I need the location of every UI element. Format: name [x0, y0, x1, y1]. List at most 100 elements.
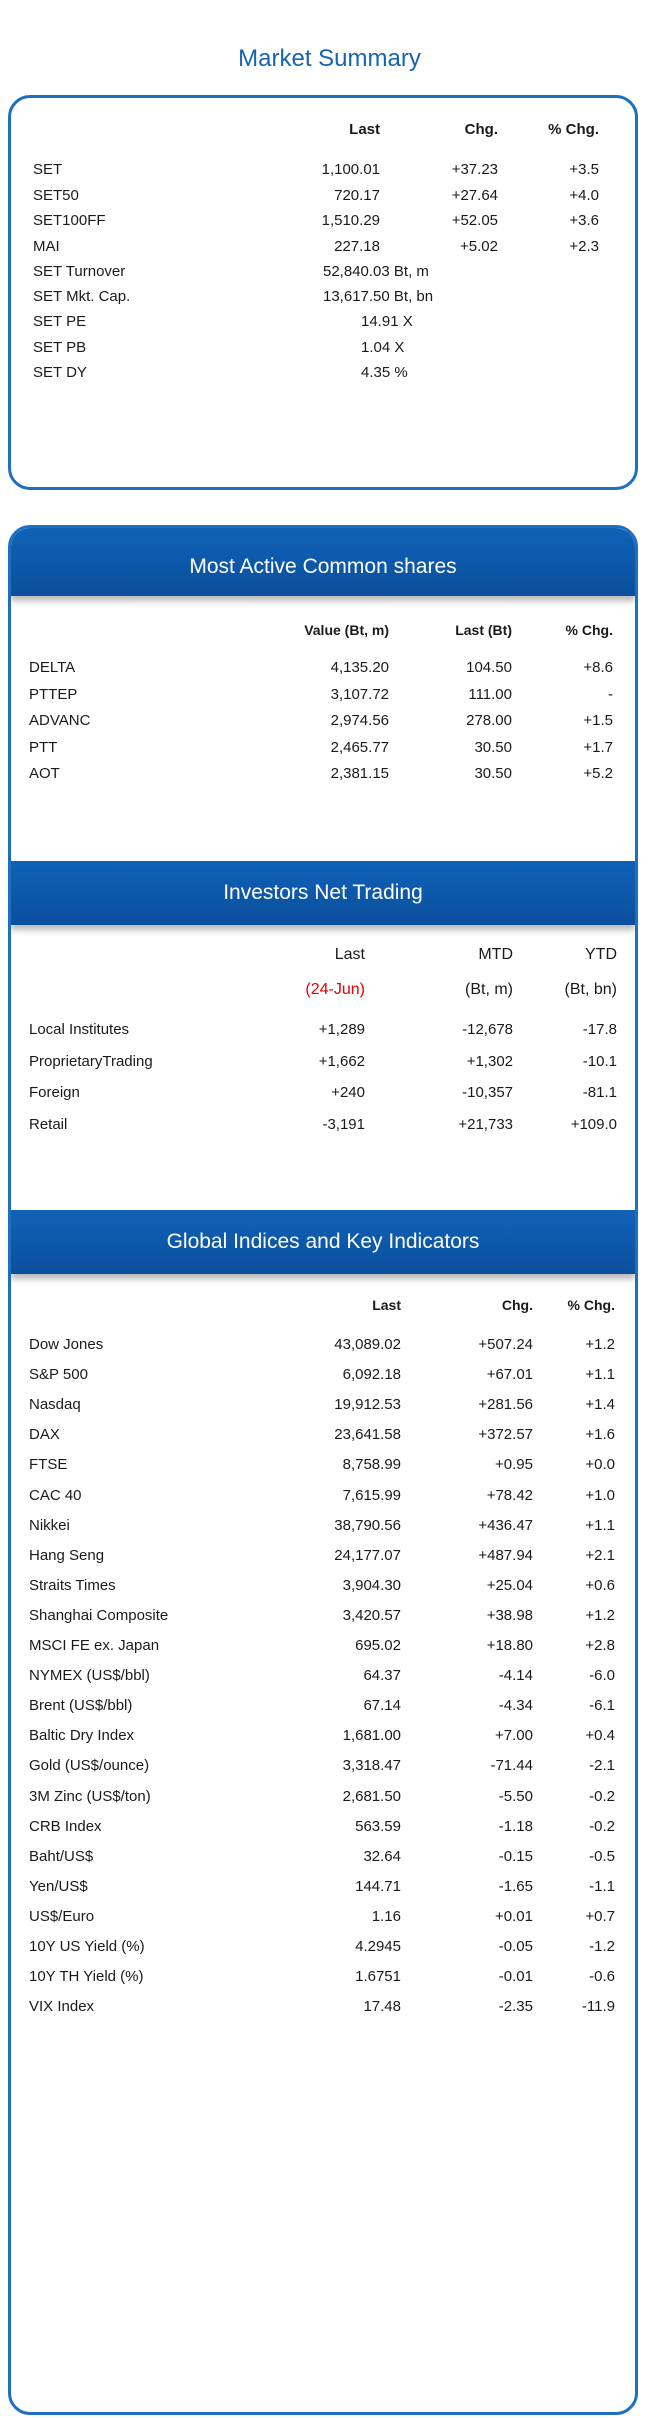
- stock-pct-chg: +1.7: [583, 738, 613, 756]
- table-row: ProprietaryTrading +1,662 +1,302 -10.1: [11, 1047, 635, 1077]
- indicator-name: Hang Seng: [29, 1546, 105, 1564]
- indicator-name: DAX: [29, 1426, 60, 1444]
- table-row: Straits Times 3,904.30 +25.04 +0.6: [11, 1571, 635, 1601]
- indicator-chg: +38.98: [486, 1606, 533, 1624]
- indicator-last: 32.64: [363, 1847, 401, 1865]
- indicator-last: 144.71: [355, 1877, 401, 1895]
- header-ytd: YTD: [585, 946, 617, 963]
- table-row: US$/Euro 1.16 +0.01 +0.7: [11, 1902, 635, 1932]
- investor-type: Foreign: [29, 1084, 80, 1102]
- row-last: 1,510.29: [321, 212, 380, 229]
- indicator-last: 8,758.99: [342, 1456, 401, 1474]
- indicator-last: 17.48: [363, 1998, 401, 2016]
- indicator-chg: -2.35: [498, 1998, 533, 2016]
- indicator-last: 7,615.99: [342, 1486, 401, 1504]
- investor-mtd: -10,357: [462, 1084, 513, 1102]
- stat-value: 14.91 X: [361, 313, 413, 331]
- header-pct-chg: % Chg.: [548, 121, 599, 138]
- indicator-pct-chg: -6.1: [589, 1697, 615, 1715]
- indicator-last: 1,681.00: [342, 1727, 401, 1745]
- stat-value: 1.04 X: [361, 338, 405, 356]
- table-row: SET Turnover 52,840.03 Bt, m: [11, 257, 635, 287]
- table-row: SET Mkt. Cap. 13,617.50 Bt, bn: [11, 282, 635, 312]
- stat-name: SET PE: [33, 313, 87, 331]
- stock-last: 104.50: [466, 659, 512, 676]
- indicator-chg: +487.94: [478, 1546, 533, 1564]
- table-row: PTT 2,465.77 30.50 +1.7: [11, 733, 635, 763]
- row-chg: +52.05: [451, 212, 498, 229]
- indicator-name: Nasdaq: [29, 1396, 81, 1414]
- indicator-name: Nikkei: [29, 1516, 70, 1534]
- indicator-chg: -0.05: [498, 1938, 533, 1955]
- indicator-last: 563.59: [355, 1817, 401, 1835]
- indicator-pct-chg: +1.2: [585, 1336, 615, 1353]
- table-row: ADVANC 2,974.56 278.00 +1.5: [11, 706, 635, 736]
- indicator-name: 3M Zinc (US$/ton): [29, 1787, 151, 1805]
- indicator-chg: +78.42: [486, 1486, 533, 1504]
- row-name: SET: [33, 161, 63, 178]
- indicator-pct-chg: +0.4: [585, 1727, 615, 1745]
- stock-symbol: DELTA: [29, 659, 76, 676]
- investors-subheader-row: (24-Jun) (Bt, m) (Bt, bn): [11, 975, 635, 1005]
- table-row: 10Y TH Yield (%) 1.6751 -0.01 -0.6: [11, 1962, 635, 1992]
- indicator-chg: -5.50: [498, 1787, 533, 1805]
- investor-type: ProprietaryTrading: [29, 1052, 153, 1070]
- table-row: FTSE 8,758.99 +0.95 +0.0: [11, 1450, 635, 1480]
- stock-value: 2,381.15: [330, 765, 389, 783]
- table-row: SET DY 4.35 %: [11, 358, 635, 388]
- investor-ytd: -81.1: [582, 1084, 617, 1102]
- indicator-last: 1.6751: [355, 1968, 401, 1986]
- indicator-chg: +0.95: [495, 1456, 533, 1474]
- table-row: VIX Index 17.48 -2.35 -11.9: [11, 1992, 635, 2022]
- header-last: Last: [372, 1297, 401, 1313]
- row-last: 227.18: [334, 237, 380, 255]
- stat-name: SET Mkt. Cap.: [33, 288, 131, 306]
- indicator-pct-chg: +1.4: [585, 1396, 615, 1414]
- row-name: MAI: [33, 237, 60, 255]
- table-row: MSCI FE ex. Japan 695.02 +18.80 +2.8: [11, 1631, 635, 1661]
- row-pct-chg: +3.6: [569, 212, 599, 229]
- header-mtd: MTD: [478, 946, 513, 963]
- header-last: Last (Bt): [455, 622, 512, 638]
- header-chg: Chg.: [501, 1297, 533, 1313]
- table-row: Shanghai Composite 3,420.57 +38.98 +1.2: [11, 1601, 635, 1631]
- stock-symbol: ADVANC: [29, 712, 91, 730]
- indicator-name: Gold (US$/ounce): [29, 1757, 150, 1775]
- investors-header-row: Last MTD YTD: [11, 940, 635, 970]
- table-row: Baht/US$ 32.64 -0.15 -0.5: [11, 1842, 635, 1872]
- indicator-pct-chg: -0.2: [589, 1787, 615, 1805]
- stat-value: 13,617.50 Bt, bn: [323, 288, 434, 306]
- table-row: SET50 720.17 +27.64 +4.0: [11, 181, 635, 211]
- indicator-last: 3,420.57: [342, 1606, 401, 1624]
- indicator-last: 38,790.56: [334, 1516, 401, 1534]
- indicator-name: Baltic Dry Index: [29, 1727, 135, 1745]
- stock-last: 111.00: [468, 685, 512, 703]
- investor-mtd: +1,302: [466, 1052, 513, 1070]
- stock-value: 3,107.72: [330, 685, 389, 703]
- investor-last: +1,289: [318, 1021, 365, 1038]
- table-row: PTTEP 3,107.72 111.00 -: [11, 680, 635, 710]
- table-row: Gold (US$/ounce) 3,318.47 -71.44 -2.1: [11, 1751, 635, 1781]
- global-indices-title: Global Indices and Key Indicators: [11, 1210, 635, 1274]
- table-row: DAX 23,641.58 +372.57 +1.6: [11, 1420, 635, 1450]
- header-value: Value (Bt, m): [304, 622, 389, 638]
- indicator-chg: +25.04: [486, 1576, 533, 1594]
- table-row: NYMEX (US$/bbl) 64.37 -4.14 -6.0: [11, 1661, 635, 1691]
- row-chg: +27.64: [451, 186, 498, 204]
- indicator-chg: +281.56: [478, 1396, 533, 1414]
- indicator-chg: +507.24: [478, 1336, 533, 1353]
- investor-last: +1,662: [318, 1052, 365, 1070]
- investor-last: -3,191: [322, 1116, 365, 1134]
- indicator-pct-chg: -6.0: [589, 1667, 615, 1685]
- indicator-chg: -4.34: [498, 1697, 533, 1715]
- indicator-pct-chg: +0.0: [585, 1456, 615, 1474]
- indicator-pct-chg: +1.1: [585, 1516, 615, 1534]
- indicator-chg: +18.80: [486, 1637, 533, 1654]
- investor-ytd: +109.0: [570, 1116, 617, 1134]
- stock-pct-chg: +8.6: [583, 659, 613, 676]
- stat-value: 4.35 %: [361, 363, 408, 381]
- indicator-name: Yen/US$: [29, 1877, 88, 1895]
- indicator-chg: -1.18: [498, 1817, 533, 1835]
- indicator-last: 19,912.53: [334, 1396, 401, 1414]
- investor-mtd: -12,678: [462, 1021, 513, 1038]
